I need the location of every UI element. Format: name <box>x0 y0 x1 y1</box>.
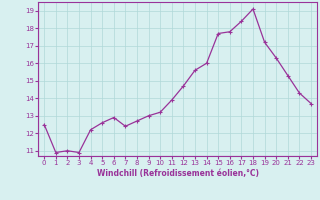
X-axis label: Windchill (Refroidissement éolien,°C): Windchill (Refroidissement éolien,°C) <box>97 169 259 178</box>
